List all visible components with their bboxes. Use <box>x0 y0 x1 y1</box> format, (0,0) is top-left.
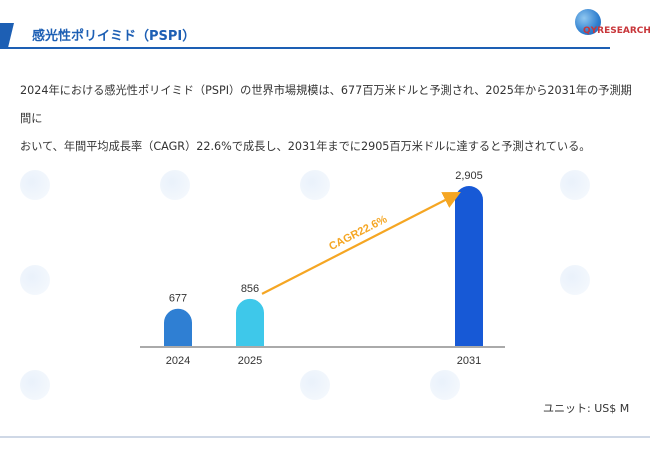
watermark-logo <box>20 170 50 200</box>
watermark-logo <box>430 370 460 400</box>
x-tick-label-2025: 2025 <box>238 355 262 367</box>
footer-divider <box>0 436 650 438</box>
header-bar: 感光性ポリイミド（PSPI） <box>0 23 610 49</box>
watermark-logo <box>300 170 330 200</box>
unit-label: ユニット: US$ M <box>543 402 630 415</box>
watermark-logo <box>560 170 590 200</box>
bar-2024 <box>164 308 192 346</box>
data-label-2025: 856 <box>241 283 259 295</box>
x-tick-label-2024: 2024 <box>166 355 190 367</box>
cagr-arrow <box>261 191 461 295</box>
bar-2025 <box>236 298 264 346</box>
watermark-logo <box>560 265 590 295</box>
qyresearch-logo: QYRESEARCH <box>571 7 650 47</box>
watermark-logo <box>160 170 190 200</box>
logo-text: QYRESEARCH <box>583 26 650 36</box>
watermark-logo <box>20 265 50 295</box>
data-label-2024: 677 <box>169 293 187 305</box>
watermark-logo <box>300 370 330 400</box>
market-description: 2024年における感光性ポリイミド（PSPI）の世界市場規模は、677百万米ドル… <box>20 84 632 153</box>
data-label-2031: 2,905 <box>455 170 483 182</box>
watermark-logo <box>20 370 50 400</box>
bar-2031 <box>455 186 483 346</box>
logo-globe-icon <box>575 9 601 35</box>
x-tick-label-2031: 2031 <box>457 355 481 367</box>
header-divider <box>0 47 610 49</box>
page-title: 感光性ポリイミド（PSPI） <box>32 29 196 44</box>
